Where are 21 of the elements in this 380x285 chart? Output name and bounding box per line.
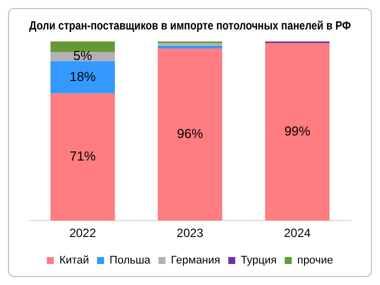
bar (158, 48, 222, 221)
bar (50, 93, 115, 221)
data-label: 5% (73, 48, 92, 64)
bar (158, 43, 222, 46)
legend-label: Китай (59, 254, 90, 267)
data-label: 18% (70, 68, 96, 84)
data-label: 96% (176, 126, 204, 142)
data-label: 71% (70, 148, 96, 164)
chart-title: Доли стран-поставщиков в импорте потолочных панелей в РФ (29, 20, 352, 33)
legend-label: Германия (170, 254, 220, 267)
bar (50, 41, 115, 52)
bar (265, 43, 330, 221)
legend-label: Турция (240, 254, 277, 267)
x-tick-label: 2022 (69, 226, 96, 240)
bar (158, 46, 222, 49)
x-tick-label: 2024 (284, 226, 312, 240)
data-label: 99% (284, 123, 311, 138)
bar (50, 61, 115, 94)
x-tick-label: 2023 (176, 226, 204, 240)
legend-label: Польша (110, 254, 152, 267)
legend-label: прочие (297, 254, 334, 267)
